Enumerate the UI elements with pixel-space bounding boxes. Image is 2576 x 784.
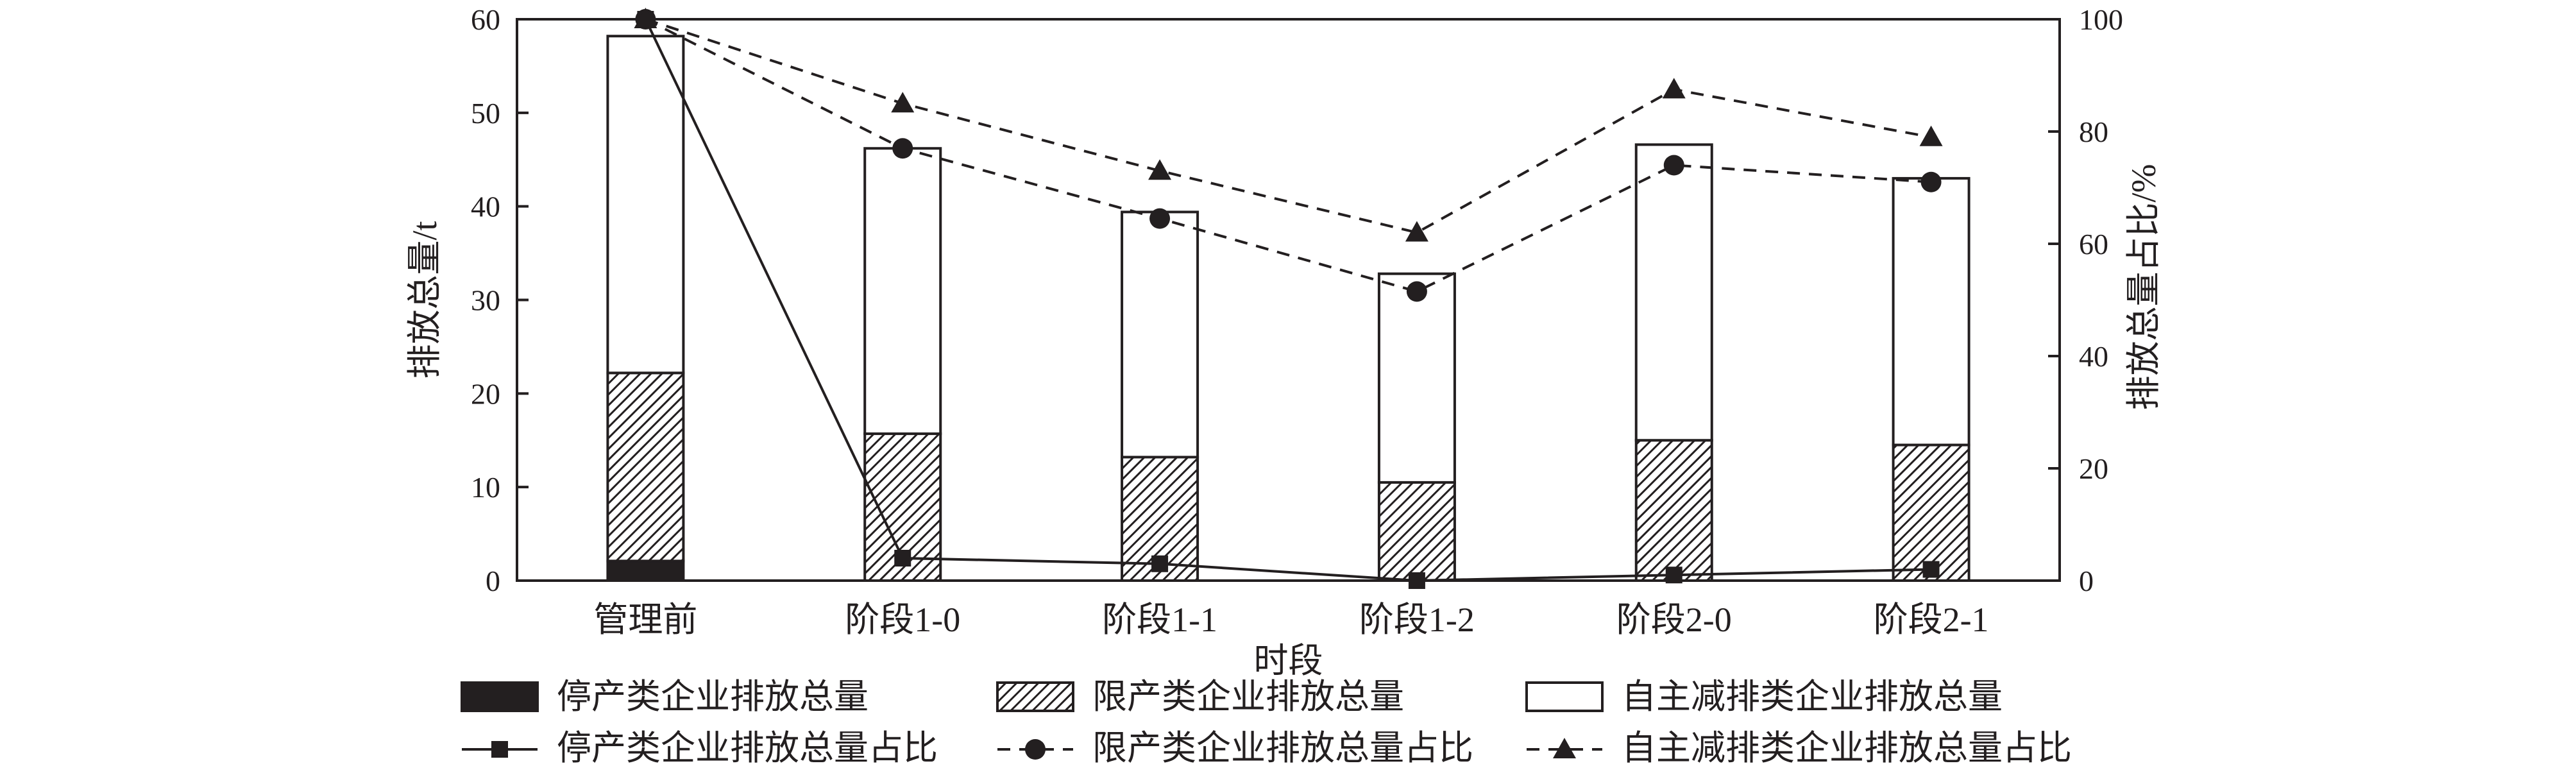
- bar-segment-2-2: [1121, 210, 1199, 459]
- legend-swatch-1: [996, 681, 1074, 712]
- line-marker-2-2: [1148, 159, 1172, 180]
- bar-segment-1-4: [1634, 439, 1713, 582]
- legend-marker-2: [1553, 738, 1576, 758]
- x-tick-label: 管理前: [593, 601, 697, 639]
- line-marker-1-4: [1663, 155, 1684, 176]
- legend-label-line-1: 限产类企业排放总量占比: [1092, 729, 1473, 767]
- y-right-tick-label: 0: [2079, 565, 2094, 597]
- line-marker-2-5: [1919, 125, 1943, 146]
- line-marker-2-4: [1662, 78, 1686, 99]
- line-marker-1-5: [1920, 171, 1942, 192]
- bar-segment-1-5: [1892, 443, 1970, 583]
- y-right-tick-label: 60: [2079, 228, 2108, 260]
- bar-segment-0-0: [606, 559, 685, 582]
- bar-segment-2-0: [606, 35, 685, 375]
- bar-segment-2-1: [863, 147, 942, 436]
- x-tick-label: 阶段1-0: [845, 601, 960, 639]
- x-axis-title: 时段: [1254, 642, 1323, 680]
- y-left-tick-label: 0: [486, 565, 500, 597]
- line-series-1: [645, 18, 1931, 293]
- y-left-tick-label: 40: [471, 191, 500, 223]
- x-tick-label: 阶段2-0: [1616, 601, 1732, 639]
- bar-segment-2-3: [1377, 272, 1456, 484]
- line-marker-1-1: [892, 138, 913, 159]
- y-right-tick-label: 20: [2079, 452, 2108, 485]
- line-marker-1-3: [1406, 281, 1427, 302]
- x-tick-label: 阶段1-2: [1359, 601, 1475, 639]
- y-left-tick-label: 60: [471, 3, 500, 36]
- line-marker-2-3: [1405, 221, 1428, 242]
- bar-segment-2-4: [1634, 143, 1713, 442]
- line-series-0: [644, 19, 1931, 583]
- y-right-tick-label: 100: [2079, 3, 2123, 36]
- legend-swatch-2: [1525, 681, 1604, 712]
- y-right-tick-label: 80: [2079, 115, 2108, 148]
- bar-segment-2-5: [1892, 176, 1970, 447]
- bar-segment-1-0: [606, 371, 685, 563]
- y-left-tick-label: 20: [471, 377, 500, 410]
- line-marker-1-2: [1149, 208, 1171, 229]
- y-left-tick-label: 30: [471, 284, 500, 317]
- legend-label-bar-1: 限产类企业排放总量: [1092, 677, 1404, 716]
- line-marker-0-1: [894, 550, 911, 567]
- y-left-axis-title: 排放总量/t: [405, 221, 444, 379]
- legend-label-bar-2: 自主减排类企业排放总量: [1622, 677, 2003, 716]
- legend-label-line-0: 停产类企业排放总量占比: [557, 729, 938, 767]
- legend-swatch-0: [461, 681, 539, 712]
- y-left-tick-label: 10: [471, 471, 500, 504]
- legend-marker-0: [491, 741, 508, 758]
- line-marker-2-1: [891, 92, 915, 113]
- y-left-tick-label: 50: [471, 97, 500, 130]
- legend-marker-1: [1025, 739, 1046, 760]
- y-right-axis-title: 排放总量占比/%: [2124, 164, 2163, 411]
- line-series-2: [645, 18, 1931, 234]
- x-tick-label: 阶段2-1: [1874, 601, 1989, 639]
- x-tick-label: 阶段1-1: [1102, 601, 1217, 639]
- bar-segment-1-3: [1377, 481, 1456, 582]
- line-marker-0-2: [1151, 555, 1169, 572]
- legend-label-line-2: 自主减排类企业排放总量占比: [1622, 729, 2072, 767]
- line-marker-0-5: [1922, 561, 1940, 578]
- legend-label-bar-0: 停产类企业排放总量: [557, 677, 869, 716]
- y-right-tick-label: 40: [2079, 340, 2108, 373]
- plot-frame: [516, 18, 2061, 582]
